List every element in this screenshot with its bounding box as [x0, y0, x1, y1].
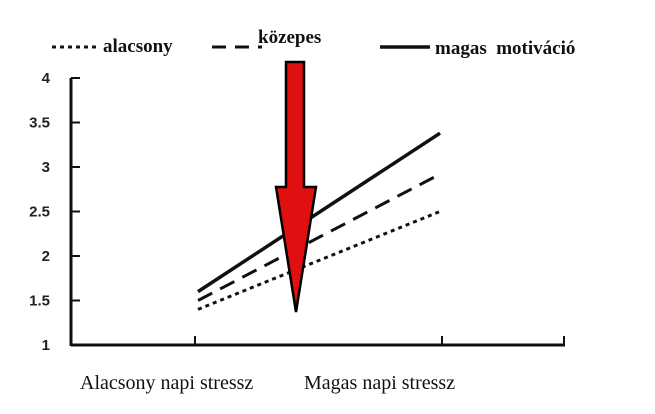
legend: alacsony közepes magas motiváció	[52, 27, 575, 59]
y-tick-label: 2	[42, 248, 50, 265]
series-line-dashed	[197, 172, 441, 302]
y-tick-label: 1	[42, 337, 50, 354]
y-tick-label: 3.5	[29, 115, 50, 132]
y-tick-label: 3	[42, 159, 50, 176]
x-label-low-stress: Alacsony napi stressz	[80, 372, 253, 394]
y-ticks: 1 1.5 2 2.5 3 3.5 4	[29, 70, 80, 354]
y-tick-label: 1.5	[29, 293, 50, 310]
series-line-solid	[197, 131, 441, 294]
legend-label-alacsony: alacsony	[103, 36, 173, 57]
x-label-high-stress: Magas napi stressz	[304, 372, 455, 394]
legend-label-magas: magas motiváció	[435, 38, 575, 59]
series-lines	[197, 131, 441, 311]
y-tick-label: 2.5	[29, 204, 50, 221]
down-arrow-icon	[274, 60, 318, 313]
red-arrow-annotation	[274, 60, 318, 313]
x-category-labels: Alacsony napi stressz Magas napi stressz	[80, 372, 455, 394]
series-line-dotted	[197, 210, 441, 311]
legend-label-kozepes: közepes	[258, 27, 321, 48]
y-tick-label: 4	[42, 70, 51, 87]
